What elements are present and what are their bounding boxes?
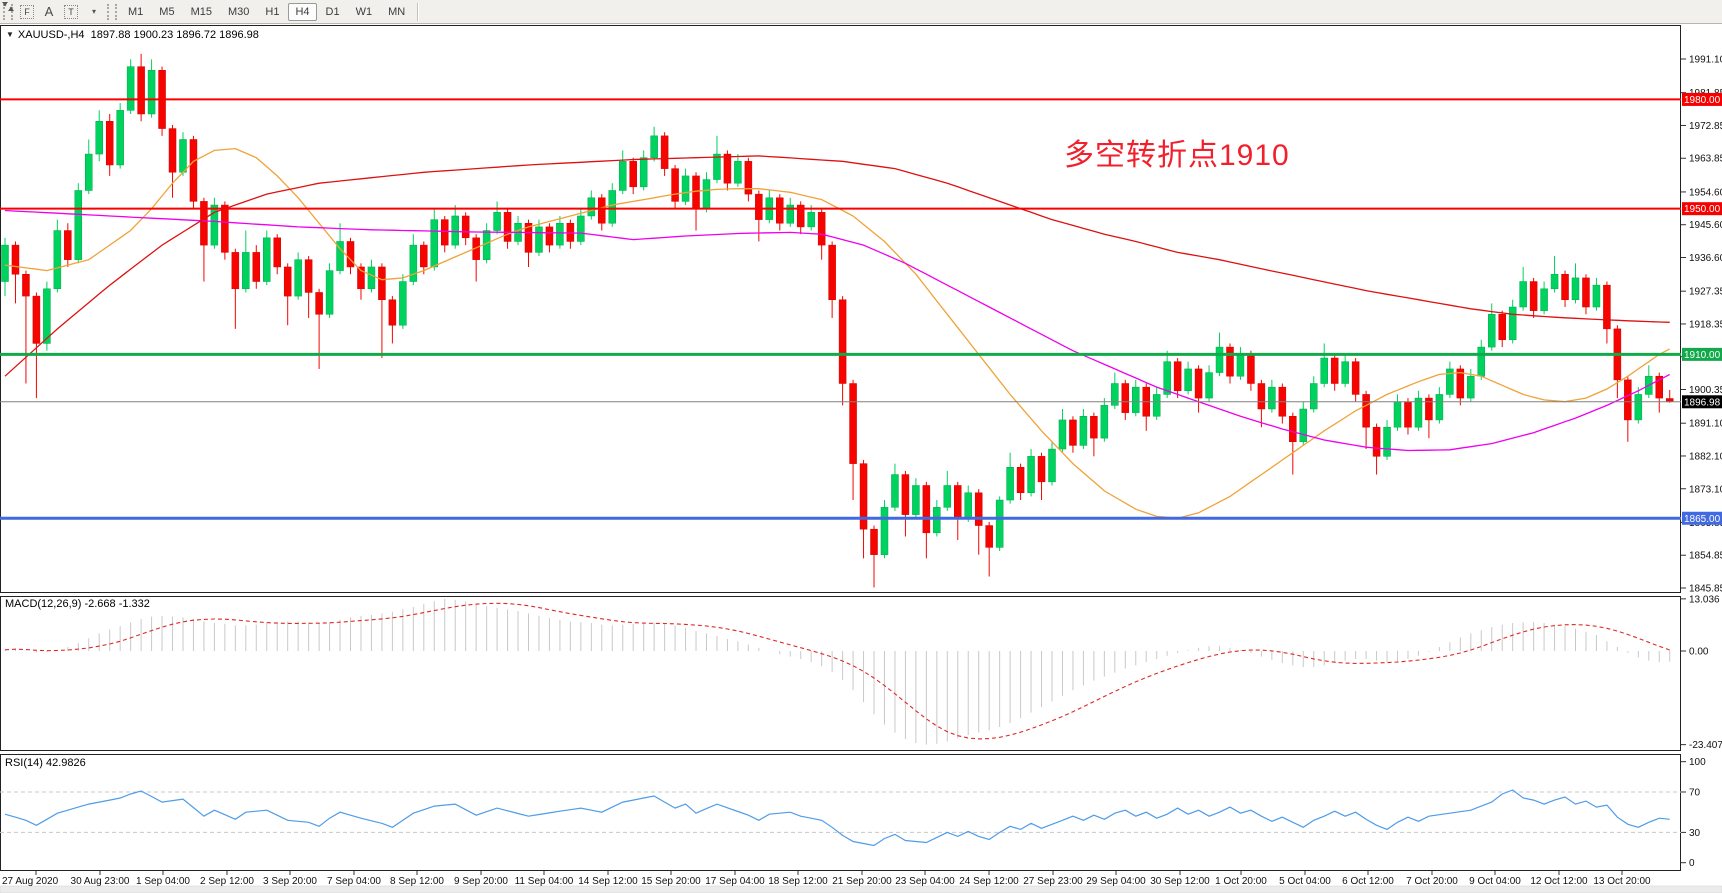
toolbar-separator bbox=[417, 2, 419, 21]
price-tick-label: 1891.10 bbox=[1689, 419, 1722, 430]
date-label: 27 Aug 2020 bbox=[2, 876, 59, 887]
toolbar-grip[interactable] bbox=[3, 3, 13, 20]
date-label: 3 Sep 20:00 bbox=[263, 876, 317, 887]
date-label: 9 Oct 04:00 bbox=[1469, 876, 1521, 887]
ma-slow-red bbox=[4, 155, 1670, 377]
date-label: 1 Sep 04:00 bbox=[136, 876, 190, 887]
rsi-panel bbox=[0, 754, 1681, 871]
rsi-tick-label: 0 bbox=[1689, 858, 1695, 869]
price-label-box bbox=[1682, 347, 1722, 361]
macd-signal-line bbox=[4, 602, 1670, 740]
collapse-arrow-icon[interactable]: ▼ bbox=[6, 30, 14, 39]
timeframe-button-h4[interactable]: H4 bbox=[288, 2, 317, 21]
macd-indicator-label: MACD(12,26,9) -2.668 -1.332 bbox=[5, 598, 150, 610]
price-label-text: 1980.00 bbox=[1684, 95, 1721, 106]
price-tick-label: 1954.60 bbox=[1689, 187, 1722, 198]
timeframe-button-m15[interactable]: M15 bbox=[190, 5, 212, 18]
symbol-period-label: XAUUSD-,H4 bbox=[17, 29, 85, 41]
date-label: 1 Oct 20:00 bbox=[1215, 876, 1267, 887]
price-tick-label: 1854.85 bbox=[1689, 551, 1722, 562]
date-label: 2 Sep 12:00 bbox=[200, 876, 254, 887]
date-label: 17 Sep 04:00 bbox=[705, 876, 765, 887]
chevron-down-icon: ▾ bbox=[91, 7, 96, 16]
macd-tick-label: 13.036 bbox=[1689, 594, 1720, 605]
timeframe-group: M1 M5 M15 M30 H1 H4 D1 W1 MN bbox=[120, 2, 413, 21]
price-label-box bbox=[1682, 92, 1722, 106]
ohlc-values: 1897.88 1900.23 1896.72 1896.98 bbox=[90, 29, 259, 41]
date-label: 27 Sep 23:00 bbox=[1023, 876, 1083, 887]
bottom-strip bbox=[0, 885, 1722, 893]
rsi-tick-label: 70 bbox=[1689, 787, 1701, 798]
price-label-text: 1950.00 bbox=[1684, 204, 1721, 215]
date-label: 9 Sep 20:00 bbox=[454, 876, 508, 887]
price-label-box bbox=[1682, 202, 1722, 216]
date-label: 11 Sep 04:00 bbox=[515, 876, 574, 887]
price-label-text: 1896.98 bbox=[1684, 397, 1721, 408]
date-label: 14 Sep 12:00 bbox=[578, 876, 638, 887]
price-tick-label: 1845.85 bbox=[1689, 584, 1722, 595]
toolbar: F A T ▾ M1 M5 M15 M30 H1 H4 D1 W1 MN bbox=[0, 0, 1722, 24]
timeframe-button-m5[interactable]: M5 bbox=[159, 5, 175, 18]
timeframe-button-d1[interactable]: D1 bbox=[325, 5, 340, 18]
double-arrow-icon bbox=[2, 2, 14, 11]
dotted-frame-icon: F bbox=[20, 4, 34, 19]
price-label-box bbox=[1682, 511, 1722, 525]
timeframe-button-m30[interactable]: M30 bbox=[227, 5, 250, 18]
date-label: 5 Oct 04:00 bbox=[1279, 876, 1331, 887]
price-tick-label: 1972.85 bbox=[1689, 121, 1722, 132]
arrow-tool-icon[interactable]: A bbox=[44, 4, 54, 19]
text-tool-icon[interactable]: T bbox=[60, 2, 82, 21]
date-label: 13 Oct 20:00 bbox=[1593, 876, 1651, 887]
price-tick-label: 1873.10 bbox=[1689, 484, 1722, 495]
macd-tick-label: 0.00 bbox=[1689, 647, 1709, 658]
price-tick-label: 1882.10 bbox=[1689, 451, 1722, 462]
price-tick-label: 1945.60 bbox=[1689, 220, 1722, 231]
arrows-objects-icon[interactable]: ▾ bbox=[2, 2, 104, 21]
rsi-tick-label: 30 bbox=[1689, 828, 1701, 839]
chart-title: ▼ XAUUSD-,H4 1897.88 1900.23 1896.72 1896… bbox=[6, 29, 259, 41]
price-label-box bbox=[1682, 395, 1722, 409]
price-label-text: 1910.00 bbox=[1684, 350, 1721, 361]
timeframe-button-h1[interactable]: H1 bbox=[265, 5, 280, 18]
rsi-tick-label: 100 bbox=[1689, 757, 1706, 768]
timeframe-button-m1[interactable]: M1 bbox=[128, 5, 144, 18]
cursor-mode-icon[interactable]: F bbox=[16, 2, 38, 21]
chart-annotation-text: 多空转折点1910 bbox=[1064, 139, 1290, 172]
date-label: 7 Oct 20:00 bbox=[1406, 876, 1458, 887]
date-label: 12 Oct 12:00 bbox=[1530, 876, 1588, 887]
date-label: 6 Oct 12:00 bbox=[1342, 876, 1394, 887]
date-label: 30 Sep 12:00 bbox=[1150, 876, 1210, 887]
rsi-indicator-label: RSI(14) 42.9826 bbox=[5, 757, 86, 769]
date-label: 29 Sep 04:00 bbox=[1086, 876, 1146, 887]
toolbar-grip-2[interactable] bbox=[107, 3, 117, 20]
date-label: 21 Sep 20:00 bbox=[832, 876, 892, 887]
date-label: 18 Sep 12:00 bbox=[768, 876, 828, 887]
price-tick-label: 1927.35 bbox=[1689, 287, 1722, 298]
price-tick-label: 1918.35 bbox=[1689, 319, 1722, 330]
macd-histogram bbox=[4, 598, 1671, 745]
rsi-line bbox=[4, 789, 1670, 847]
price-label-text: 1865.00 bbox=[1684, 514, 1721, 525]
macd-tick-label: -23.407 bbox=[1689, 740, 1722, 751]
date-label: 23 Sep 04:00 bbox=[895, 876, 955, 887]
price-tick-label: 1936.60 bbox=[1689, 253, 1722, 264]
date-label: 15 Sep 20:00 bbox=[641, 876, 701, 887]
price-tick-label: 1900.35 bbox=[1689, 385, 1722, 396]
date-label: 24 Sep 12:00 bbox=[959, 876, 1019, 887]
price-tick-label: 1991.10 bbox=[1689, 55, 1722, 66]
text-box-icon: T bbox=[64, 4, 78, 19]
timeframe-button-mn[interactable]: MN bbox=[388, 5, 406, 18]
macd-panel bbox=[0, 596, 1681, 751]
timeframe-button-w1[interactable]: W1 bbox=[355, 5, 373, 18]
date-label: 8 Sep 12:00 bbox=[390, 876, 444, 887]
date-label: 30 Aug 23:00 bbox=[71, 876, 130, 887]
ma-mid-magenta bbox=[4, 209, 1671, 452]
price-tick-label: 1963.85 bbox=[1689, 154, 1722, 165]
date-label: 7 Sep 04:00 bbox=[327, 876, 381, 887]
